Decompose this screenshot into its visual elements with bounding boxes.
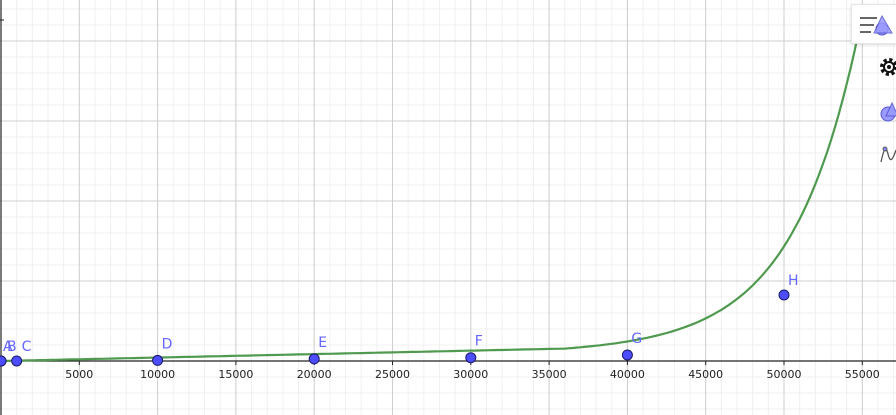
x-tick-label: 10000	[140, 368, 175, 381]
x-tick-label: 15000	[218, 368, 253, 381]
point-label-b: B	[7, 339, 17, 355]
point-f[interactable]	[465, 352, 477, 364]
x-tick-label: 40000	[610, 368, 645, 381]
point-g[interactable]	[621, 349, 633, 361]
graphics-view-icon[interactable]	[878, 100, 896, 124]
point-label-c: C	[22, 339, 32, 355]
point-h[interactable]	[778, 289, 790, 301]
x-tick-label: 45000	[688, 368, 723, 381]
x-axis-tick-labels: 5000 10000 15000 20000 25000 30000 35000 40000 4…	[0, 19, 880, 381]
point-d[interactable]	[152, 354, 164, 366]
style-bar-icon	[860, 14, 893, 36]
point-label-h: H	[788, 273, 799, 289]
point-c[interactable]	[11, 355, 23, 367]
point-label-d: D	[162, 336, 173, 352]
point-e[interactable]	[308, 353, 320, 365]
x-tick-label: 20000	[297, 368, 332, 381]
point-b[interactable]	[0, 355, 7, 367]
x-tick-label: 30000	[453, 368, 488, 381]
function-graph-icon[interactable]	[878, 140, 896, 170]
point-label-g: G	[631, 331, 642, 347]
x-tick-label: 50000	[767, 368, 802, 381]
settings-gear-icon[interactable]	[879, 55, 896, 79]
point-label-e: E	[318, 335, 327, 351]
function-curve-layer[interactable]	[0, 13, 864, 363]
x-tick-label: 35000	[532, 368, 567, 381]
x-tick-label: 5000	[65, 368, 93, 381]
point-label-f: F	[475, 334, 483, 350]
function-curve[interactable]	[0, 13, 864, 363]
x-tick-label: 55000	[845, 368, 880, 381]
points-layer[interactable]: AB C D E F G H	[0, 273, 799, 367]
point-label-a: A	[3, 339, 13, 355]
x-tick-label: 25000	[375, 368, 410, 381]
style-bar-toggle-button[interactable]	[851, 4, 896, 44]
